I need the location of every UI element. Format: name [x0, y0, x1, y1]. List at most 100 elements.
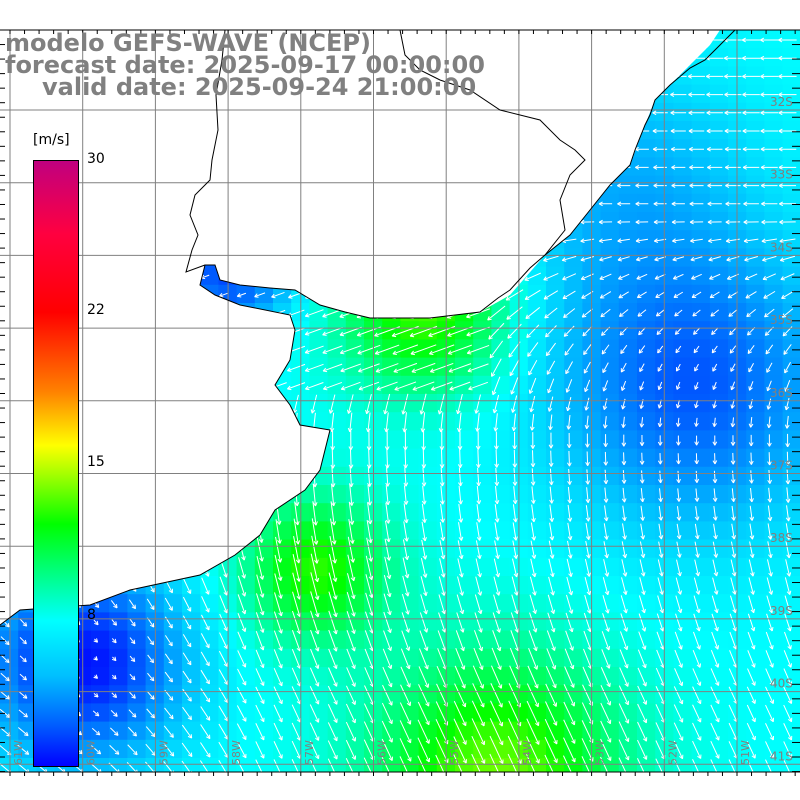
- wind-arrow: [779, 255, 796, 262]
- wind-arrow: [128, 394, 136, 414]
- wind-arrow: [567, 540, 573, 559]
- wind-arrow: [123, 327, 142, 336]
- wind-speed-cell: [764, 321, 784, 340]
- wind-speed-cell: [691, 557, 711, 577]
- colorbar-tick-15: 15: [87, 454, 105, 470]
- wind-arrow: [762, 273, 776, 281]
- wind-arrow: [468, 201, 488, 207]
- wind-speed-cell: [273, 739, 292, 759]
- wind-arrow: [383, 630, 392, 652]
- wind-speed-cell: [564, 175, 583, 195]
- wind-arrow: [304, 345, 324, 354]
- forecast-date: forecast date: 2025-09-17 00:00:00: [5, 51, 485, 79]
- wind-speed-cell: [382, 230, 401, 249]
- wind-arrow: [3, 467, 8, 487]
- wind-arrow: [476, 522, 482, 541]
- wind-speed-cell: [345, 485, 365, 504]
- wind-arrow: [580, 165, 595, 170]
- wind-arrow: [200, 292, 211, 298]
- wind-speed-cell: [709, 339, 729, 359]
- wind-speed-cell: [673, 321, 693, 340]
- wind-speed-cell: [746, 703, 765, 723]
- wind-arrow: [450, 37, 470, 43]
- wind-speed-cell: [400, 739, 420, 759]
- longitude-label: 52W: [666, 740, 679, 765]
- wind-arrow: [294, 466, 300, 488]
- wind-speed-cell: [709, 284, 729, 304]
- wind-speed-cell: [691, 612, 711, 632]
- wind-arrow: [273, 667, 283, 687]
- wind-arrow: [675, 345, 682, 354]
- wind-speed-cell: [673, 594, 693, 613]
- wind-arrow: [255, 668, 265, 686]
- wind-arrow: [232, 165, 251, 170]
- wind-arrow: [530, 522, 537, 541]
- wind-arrow: [178, 183, 196, 188]
- wind-arrow: [109, 505, 119, 522]
- wind-speed-cell: [618, 721, 638, 741]
- wind-speed-cell: [673, 466, 693, 486]
- wind-arrow: [620, 380, 627, 391]
- wind-arrow: [92, 581, 100, 591]
- wind-speed-cell: [254, 193, 274, 213]
- wind-speed-cell: [673, 48, 693, 67]
- wind-arrow: [468, 183, 488, 188]
- wind-speed-cell: [18, 685, 37, 704]
- wind-arrow: [636, 256, 648, 262]
- wind-arrow: [159, 165, 178, 170]
- wind-arrow: [524, 238, 542, 244]
- wind-speed-cell: [109, 375, 128, 395]
- wind-arrow: [749, 487, 754, 503]
- wind-arrow: [177, 165, 196, 170]
- wind-arrow: [395, 37, 415, 43]
- wind-speed-cell: [200, 612, 219, 632]
- wind-speed-cell: [746, 303, 765, 322]
- wind-arrow: [549, 522, 555, 541]
- wind-arrow: [487, 37, 506, 43]
- wind-arrow: [293, 518, 301, 545]
- wind-speed-cell: [618, 284, 638, 304]
- wind-speed-cell: [764, 139, 784, 158]
- wind-arrow: [457, 431, 463, 450]
- wind-speed-cell: [327, 139, 347, 158]
- wind-speed-cell: [327, 685, 347, 704]
- wind-arrow: [166, 467, 172, 487]
- wind-speed-cell: [182, 394, 201, 413]
- wind-speed-cell: [127, 667, 147, 686]
- wind-arrow: [322, 272, 343, 282]
- wind-arrow: [164, 653, 173, 665]
- wind-arrow: [359, 183, 379, 188]
- wind-arrow: [762, 255, 777, 262]
- wind-arrow: [619, 326, 628, 336]
- wind-arrow: [237, 650, 247, 668]
- wind-speed-cell: [0, 321, 19, 340]
- wind-arrow: [471, 718, 486, 746]
- wind-arrow: [511, 395, 518, 413]
- wind-speed-cell: [163, 139, 183, 158]
- wind-arrow: [13, 219, 33, 225]
- wind-arrow: [599, 256, 612, 262]
- wind-speed-cell: [309, 612, 329, 632]
- wind-speed-cell: [236, 266, 256, 286]
- wind-arrow: [454, 683, 467, 708]
- wind-arrow: [621, 416, 626, 428]
- wind-speed-cell: [691, 121, 711, 140]
- wind-speed-cell: [546, 121, 565, 140]
- wind-speed-cell: [200, 430, 219, 450]
- wind-arrow: [529, 576, 537, 596]
- wind-arrow: [455, 647, 466, 670]
- wind-arrow: [602, 595, 610, 614]
- wind-arrow: [130, 486, 136, 505]
- wind-arrow: [201, 394, 208, 414]
- wind-arrow: [712, 381, 717, 390]
- wind-arrow: [20, 431, 26, 450]
- wind-speed-cell: [691, 357, 711, 377]
- wind-speed-cell: [0, 266, 19, 286]
- wind-arrow: [581, 720, 594, 744]
- wind-arrow: [294, 501, 300, 526]
- wind-arrow: [600, 738, 612, 762]
- model-title: modelo GEFS-WAVE (NCEP): [5, 29, 371, 57]
- wind-arrow: [596, 37, 615, 43]
- wind-arrow: [440, 485, 445, 505]
- wind-speed-cell: [345, 539, 365, 559]
